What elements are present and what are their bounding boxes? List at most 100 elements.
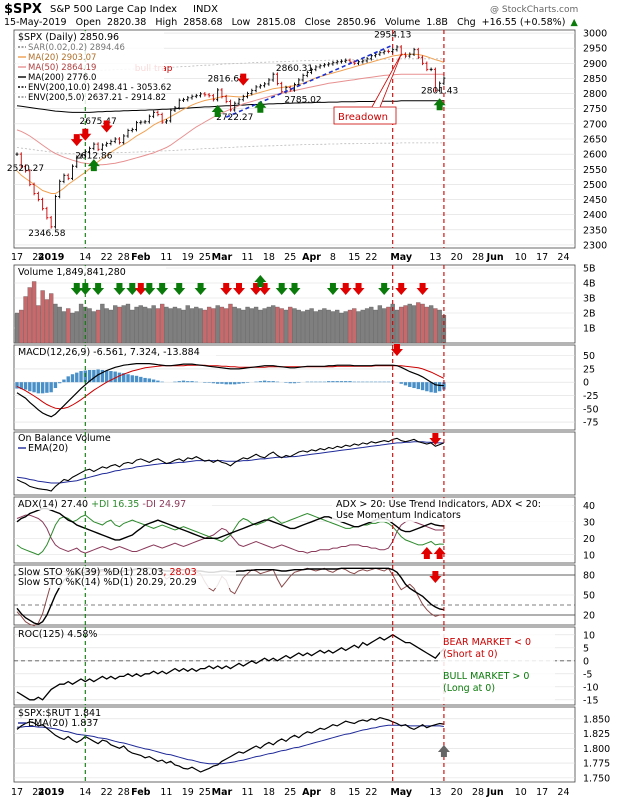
macd-histogram-bar (15, 382, 19, 389)
macd-histogram-bar (365, 381, 369, 383)
volume-bar (177, 308, 182, 344)
macd-histogram-bar (344, 381, 348, 383)
price-arrow-up-icon-6 (254, 100, 267, 113)
bottom-x-label-14: Apr (302, 787, 321, 798)
price-x-label-24: 17 (536, 252, 548, 263)
volume-bar (352, 308, 357, 344)
macd-line (16, 363, 444, 418)
obv-title: On Balance Volume (18, 433, 111, 444)
volume-bar (288, 306, 293, 344)
macd-histogram-bar (348, 381, 352, 383)
macd-histogram-bar (53, 382, 58, 389)
volume-bar (317, 309, 323, 344)
macd-histogram-bar (399, 382, 403, 384)
chart_data.0-tick-label-10: 2500 (583, 180, 607, 191)
macd-histogram-bar (429, 382, 433, 393)
price-x-label-11: 11 (241, 252, 253, 263)
macd-histogram-bar (245, 382, 250, 383)
volume-bar (275, 306, 280, 344)
price-annotation-8: 2785.02 (284, 96, 321, 106)
macd-histogram-bar (203, 382, 207, 383)
chart_data.2-tick-label-1: 25 (583, 364, 595, 375)
volume-arrow-down-icon-8 (173, 283, 186, 295)
volume-bar (189, 308, 195, 344)
volume-bar (335, 309, 340, 344)
volume-arrow-down-icon-1 (79, 283, 92, 295)
bottom-x-label-25: 24 (557, 787, 569, 798)
bottom-x-label-10: Mar (212, 787, 233, 798)
macd-histogram-bar (28, 382, 32, 392)
macd-histogram-bar (335, 381, 339, 383)
panels: 3000295029002850280027502700265026002550… (7, 29, 610, 798)
macd-histogram-bar (207, 382, 211, 383)
chart_data.5-tick-label-1: 50 (583, 591, 595, 602)
volume-bar (416, 302, 421, 344)
volume-bar (151, 305, 156, 344)
bottom-x-label-21: 28 (472, 787, 484, 798)
macd-histogram-bar (382, 381, 386, 383)
price-x-label-18: May (390, 252, 413, 263)
low-value: 2815.08 (256, 17, 295, 28)
chart_data.7-tick-label-3: 1.775 (583, 759, 610, 770)
macd-histogram-bar (233, 382, 237, 385)
bottom-x-label-13: 25 (284, 787, 296, 798)
volume-bar (262, 308, 267, 344)
volume-bar (309, 308, 314, 344)
price-panel: 3000 2950 2900 2850 2800 2750 2700 2650 2600 2550… (7, 29, 607, 252)
chart_data.4-tick-label-3: 10 (583, 550, 595, 561)
volume-bar (313, 311, 318, 344)
bottom-x-label-24: 17 (536, 787, 548, 798)
change-value: +16.55 (+0.58%) (482, 17, 566, 28)
volume-arrow-down-icon-7 (156, 283, 169, 295)
roc-bear-note: BEAR MARKET < 0 (443, 637, 531, 648)
macd-histogram-bar (305, 381, 310, 383)
ratio-line (16, 716, 444, 773)
bottom-x-label-17: 22 (365, 787, 377, 798)
volume-bar (121, 305, 126, 344)
volume-bar (330, 311, 336, 344)
macd-histogram-bar (23, 382, 28, 390)
macd-histogram-bar (262, 380, 267, 383)
volume-bar (382, 308, 387, 344)
volume-bar (181, 309, 186, 344)
price-arrow-down-icon-1 (79, 128, 92, 141)
macd-histogram-bar (275, 381, 280, 383)
volume-title-bg (16, 266, 166, 278)
macd-histogram-bar (403, 382, 408, 386)
bottom-x-label-7: 11 (160, 787, 172, 798)
price-x-label-19: 13 (429, 252, 441, 263)
chart_data.7-tick-label-0: 1.850 (583, 714, 610, 725)
volume-bar (300, 311, 306, 344)
macd-histogram-bar (420, 382, 425, 391)
bottom-x-label-11: 11 (241, 787, 253, 798)
volume-bar (356, 311, 361, 344)
volume-bar (57, 306, 62, 344)
volume-bar (172, 306, 178, 344)
macd-histogram-bar (177, 381, 181, 383)
macd-histogram-bar (288, 382, 292, 384)
volume-bar (95, 309, 101, 344)
volume-bar (266, 306, 272, 344)
macd-histogram-bar (173, 381, 177, 383)
chart_data.0-tick-label-6: 2700 (583, 119, 607, 130)
chart_data.1-tick-label-4: 1B (583, 324, 596, 335)
bottom-x-label-5: 28 (118, 787, 130, 798)
volume-bar (373, 309, 378, 344)
volume-bar (433, 308, 438, 344)
macd-histogram-bar (147, 378, 152, 383)
macd-histogram-bar (45, 382, 49, 393)
macd-histogram-bar (70, 374, 75, 383)
bottom-x-label-19: 13 (429, 787, 441, 798)
price-x-label-1: 24 (32, 252, 44, 263)
volume-bar (305, 309, 310, 344)
macd-histogram-bar (211, 382, 216, 384)
macd-histogram-bar (92, 369, 96, 383)
volume-bar (296, 309, 301, 344)
price-annotation-6: 2722.27 (216, 113, 253, 123)
macd-histogram-bar (186, 381, 190, 383)
macd-histogram-bar (143, 377, 147, 383)
roc-title: ROC(125) 4.58% (18, 629, 97, 640)
volume-bar (185, 305, 190, 344)
volume-bar (78, 303, 84, 344)
price-x-label-5: 28 (118, 252, 130, 263)
